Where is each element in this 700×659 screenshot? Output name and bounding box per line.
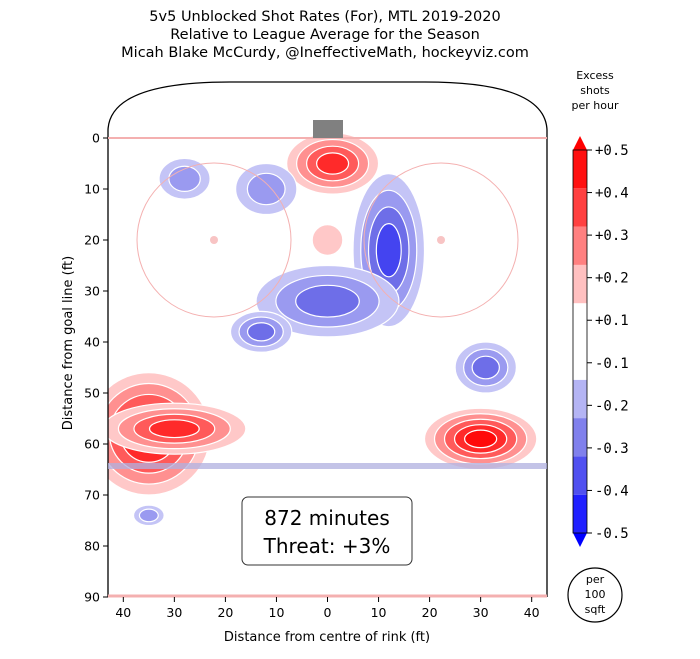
rink-outline — [107, 81, 548, 598]
colorbar-title-1: Excess — [576, 69, 614, 82]
colorbar-frame — [572, 149, 588, 534]
x-tick-label-1: 30 — [166, 605, 182, 620]
heat-level-1-3 — [148, 419, 200, 439]
colorbar-tick-label-8: -0.4 — [595, 483, 629, 499]
heat-region-7 — [229, 310, 293, 353]
colorbar-band-8 — [573, 150, 587, 189]
colorbar-bands — [572, 136, 588, 547]
colorbar-band-7 — [573, 188, 587, 227]
colorbar-band-0 — [573, 494, 587, 533]
y-tick-label-4: 40 — [84, 335, 100, 350]
y-tick-label-8: 80 — [84, 539, 100, 554]
colorbar-tick-label-4: +0.1 — [595, 313, 629, 329]
y-axis-ticks: 0 10 20 30 40 50 60 70 80 90 — [84, 131, 108, 605]
x-tick-label-2: 20 — [217, 605, 233, 620]
heat-level-2-4 — [463, 429, 498, 449]
heat-level-11-1 — [138, 508, 159, 523]
summary-box: 872 minutes Threat: +3% — [241, 496, 413, 566]
y-tick-label-2: 20 — [84, 233, 100, 248]
x-tick-label-0: 40 — [115, 605, 131, 620]
goal-net — [313, 120, 343, 138]
faceoff-dot-left — [210, 236, 218, 244]
colorbar-title-3: per hour — [572, 99, 619, 112]
colorbar: Excess shots per hour +0.5+0.4+0.3+0.2+0… — [572, 69, 629, 547]
heat-level-5-3 — [375, 222, 402, 278]
x-tick-label-6: 20 — [422, 605, 438, 620]
x-tick-label-7: 30 — [473, 605, 489, 620]
threat-text: Threat: +3% — [263, 534, 391, 558]
title-line-3: Micah Blake McCurdy, @IneffectiveMath, h… — [121, 45, 529, 61]
heat-level-10-1 — [246, 172, 286, 206]
heat-level-7-2 — [246, 322, 276, 342]
heatmap-regions — [108, 132, 538, 527]
title-line-2: Relative to League Average for the Seaso… — [170, 27, 480, 43]
heat-region-10 — [235, 162, 298, 216]
colorbar-ticks: +0.5 +0.4 +0.3 +0.2 +0.1 -0.1 -0.2 -0.3 -0.4 -0.5 — [587, 143, 629, 542]
colorbar-band-1 — [573, 456, 587, 495]
y-tick-label-7: 70 — [84, 488, 100, 503]
heat-region-4 — [311, 224, 344, 256]
colorbar-tick-label-6: -0.2 — [595, 398, 629, 414]
faceoff-circle-left — [136, 162, 292, 318]
heat-level-8-2 — [471, 355, 500, 380]
heat-region-6 — [255, 264, 400, 338]
colorbar-tick-label-9: -0.5 — [595, 526, 629, 542]
colorbar-tick-label-2: +0.3 — [595, 228, 629, 244]
heat-level-3-3 — [316, 152, 350, 175]
title-line-1: 5v5 Unblocked Shot Rates (For), MTL 2019… — [149, 9, 501, 25]
unit-note: per 100 sqft — [567, 567, 623, 623]
colorbar-tick-label-0: +0.5 — [595, 143, 629, 159]
colorbar-tick-label-5: -0.1 — [595, 356, 629, 372]
colorbar-band-2 — [573, 418, 587, 457]
colorbar-extend-bottom — [573, 533, 587, 547]
minutes-text: 872 minutes — [264, 506, 390, 530]
unit-note-line-3: sqft — [585, 603, 606, 616]
colorbar-band-6 — [573, 226, 587, 265]
colorbar-band-3 — [573, 379, 587, 419]
heat-region-8 — [454, 341, 517, 394]
y-tick-label-1: 10 — [84, 182, 100, 197]
colorbar-tick-label-3: +0.2 — [595, 271, 629, 287]
colorbar-tick-label-1: +0.4 — [595, 186, 629, 202]
heat-level-4-0 — [311, 224, 344, 256]
heat-region-1 — [108, 402, 247, 455]
axes: 0 10 20 30 40 50 60 70 80 90 40 30 20 10 0 10 20 30 40 Di… — [61, 131, 540, 646]
rink-boards — [107, 81, 548, 597]
x-axis-label: Distance from centre of rink (ft) — [224, 630, 430, 645]
y-tick-label-0: 0 — [92, 131, 100, 146]
heat-level-6-2 — [295, 284, 360, 318]
unit-note-line-1: per — [586, 573, 605, 586]
x-tick-label-4: 0 — [324, 605, 332, 620]
y-tick-label-5: 50 — [84, 386, 100, 401]
faceoff-dot-right — [437, 236, 445, 244]
y-axis-label: Distance from goal line (ft) — [61, 256, 76, 430]
y-tick-label-9: 90 — [84, 590, 100, 605]
colorbar-band-4 — [573, 303, 587, 380]
faceoff-circle-right — [363, 162, 519, 318]
heat-region-3 — [286, 132, 380, 195]
heat-level-9-1 — [168, 165, 201, 192]
unit-note-line-2: 100 — [585, 588, 606, 601]
heat-region-11 — [132, 504, 165, 527]
colorbar-band-5 — [573, 264, 587, 304]
y-tick-label-3: 30 — [84, 284, 100, 299]
x-tick-label-3: 10 — [269, 605, 285, 620]
x-tick-label-5: 10 — [371, 605, 387, 620]
colorbar-title-2: shots — [580, 84, 610, 97]
colorbar-extend-top — [573, 136, 587, 150]
chart-title: 5v5 Unblocked Shot Rates (For), MTL 2019… — [0, 8, 650, 62]
x-axis-ticks: 40 30 20 10 0 10 20 30 40 — [115, 597, 540, 620]
y-tick-label-6: 60 — [84, 437, 100, 452]
heat-region-2 — [423, 407, 538, 471]
x-tick-label-8: 40 — [524, 605, 540, 620]
colorbar-tick-label-7: -0.3 — [595, 441, 629, 457]
